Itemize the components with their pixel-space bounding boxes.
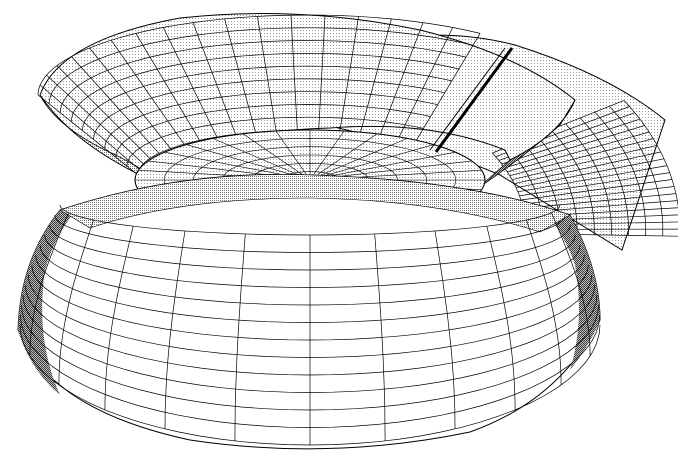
cone-meridian — [71, 56, 160, 154]
lower-dome-right-shade — [545, 212, 600, 370]
flap-radial — [511, 144, 658, 181]
dome-meridian — [104, 226, 134, 410]
dome-meridian — [58, 219, 94, 386]
disc-spoke — [320, 138, 408, 176]
dome-meridian — [164, 230, 186, 429]
cone-meridian — [37, 94, 139, 176]
flap-radial — [519, 172, 670, 197]
cone-meridian — [339, 16, 359, 131]
cone-meridian — [224, 18, 256, 133]
dome-meridian — [486, 226, 516, 410]
cone-meridian — [135, 33, 200, 141]
dome-meridian — [551, 212, 591, 357]
cone-meridian — [318, 15, 326, 131]
disc-spoke — [328, 160, 472, 178]
lower-dome-grid — [19, 204, 601, 446]
dome-meridian — [374, 233, 386, 441]
disc-spoke — [326, 151, 456, 177]
cone-meridian — [380, 22, 424, 135]
lower-dome-surface — [17, 173, 601, 450]
disc-spoke — [317, 133, 378, 175]
cone-meridian — [398, 27, 454, 138]
flap-radial — [516, 158, 665, 189]
cone-meridian — [89, 47, 171, 149]
disc-spoke — [242, 133, 303, 175]
flap-radial — [522, 186, 675, 205]
disc-spoke — [275, 130, 307, 175]
dome-meridian — [434, 230, 456, 429]
disc-spoke — [164, 151, 294, 177]
dome-meridian — [29, 212, 69, 357]
upper-cone-grid — [37, 14, 481, 176]
flap-radial — [504, 125, 645, 169]
cone-meridian — [56, 65, 151, 159]
lower-dome-top-band — [59, 174, 571, 233]
flap-radial — [523, 193, 676, 209]
cone-meridian — [360, 18, 392, 133]
dome-meridian — [234, 233, 246, 441]
cone-meridian — [192, 22, 236, 135]
lower-dome-left-shade — [18, 210, 75, 395]
dome-meridian — [526, 219, 562, 386]
cone-meridian — [162, 27, 218, 138]
disc-spoke — [186, 144, 296, 177]
cone-meridian — [39, 84, 140, 170]
flap-seam — [429, 47, 514, 153]
flap-radial — [517, 165, 668, 193]
cone-meridian — [46, 74, 144, 165]
flap-radial — [514, 151, 661, 185]
cone-meridian — [110, 39, 185, 145]
flap-radial — [509, 138, 654, 177]
cone-meridian — [416, 33, 481, 141]
flap-radial — [501, 118, 641, 165]
disc-spoke — [313, 130, 345, 175]
cone-meridian — [257, 16, 277, 131]
flap-radial — [507, 131, 650, 173]
flap-radial — [520, 179, 673, 201]
disc-spoke — [324, 144, 434, 177]
cone-meridian — [290, 15, 298, 131]
disc-spoke — [212, 138, 300, 176]
